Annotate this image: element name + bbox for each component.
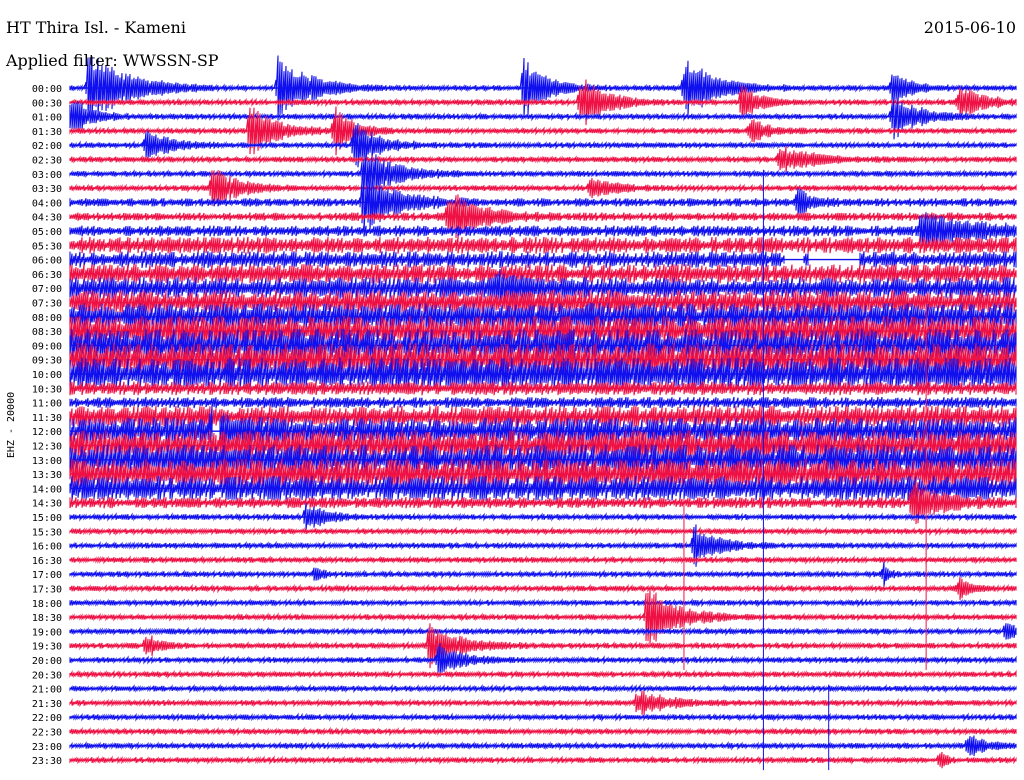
trace-row-1400 xyxy=(69,475,1017,502)
hour-tick-label: 15:00 xyxy=(32,513,62,524)
spike-layer xyxy=(683,169,927,771)
hour-tick-label: 14:30 xyxy=(32,499,62,510)
hour-label-layer: 00:00 00:30 01:00 01:30 02:00 02:30 03:00 03:30… xyxy=(32,84,62,767)
hour-tick-label: 09:00 xyxy=(32,341,62,352)
hour-tick-label: 19:30 xyxy=(32,642,62,653)
hour-tick-label: 10:30 xyxy=(32,384,62,395)
hour-tick-label: 03:00 xyxy=(32,170,62,181)
hour-tick-label: 04:00 xyxy=(32,198,62,209)
hour-tick-label: 17:30 xyxy=(32,585,62,596)
hour-tick-label: 09:30 xyxy=(32,356,62,367)
hour-tick-label: 14:00 xyxy=(32,484,62,495)
hour-tick-label: 08:00 xyxy=(32,313,62,324)
hour-tick-label: 22:00 xyxy=(32,713,62,724)
hour-tick-label: 10:00 xyxy=(32,370,62,381)
hour-tick-label: 22:30 xyxy=(32,728,62,739)
station-title: HT Thira Isl. - Kameni xyxy=(6,18,186,37)
hour-tick-label: 07:00 xyxy=(32,284,62,295)
hour-tick-label: 03:30 xyxy=(32,184,62,195)
hour-tick-label: 06:00 xyxy=(32,256,62,267)
hour-tick-label: 11:00 xyxy=(32,399,62,410)
trace-row-0630 xyxy=(69,264,1017,284)
trace-layer xyxy=(69,55,1017,769)
hour-tick-label: 23:00 xyxy=(32,742,62,753)
hour-tick-label: 01:00 xyxy=(32,113,62,124)
hour-tick-label: 05:30 xyxy=(32,241,62,252)
hour-tick-label: 23:30 xyxy=(32,756,62,767)
hour-tick-label: 12:00 xyxy=(32,427,62,438)
hour-tick-label: 02:00 xyxy=(32,141,62,152)
hour-tick-label: 06:30 xyxy=(32,270,62,281)
y-axis-label: EHZ - 20000 xyxy=(6,392,17,458)
hour-tick-label: 18:00 xyxy=(32,599,62,610)
date-label: 2015-06-10 xyxy=(924,18,1016,37)
filter-label: Applied filter: WWSSN-SP xyxy=(5,51,219,70)
hour-tick-label: 13:30 xyxy=(32,470,62,481)
hour-tick-label: 05:00 xyxy=(32,227,62,238)
hour-tick-label: 00:00 xyxy=(32,84,62,95)
hour-tick-label: 04:30 xyxy=(32,213,62,224)
hour-tick-label: 20:00 xyxy=(32,656,62,667)
hour-tick-label: 08:30 xyxy=(32,327,62,338)
trace-row-1330 xyxy=(69,458,1017,490)
hour-tick-label: 07:30 xyxy=(32,299,62,310)
hour-tick-label: 21:30 xyxy=(32,699,62,710)
hour-tick-label: 15:30 xyxy=(32,527,62,538)
trace-row-0130 xyxy=(69,106,1017,156)
hour-tick-label: 00:30 xyxy=(32,98,62,109)
hour-tick-label: 13:00 xyxy=(32,456,62,467)
hour-tick-label: 12:30 xyxy=(32,442,62,453)
hour-tick-label: 19:00 xyxy=(32,627,62,638)
hour-tick-label: 16:30 xyxy=(32,556,62,567)
hour-tick-label: 20:30 xyxy=(32,670,62,681)
trace-row-0530 xyxy=(69,236,1017,254)
hour-tick-label: 16:00 xyxy=(32,542,62,553)
hour-tick-label: 21:00 xyxy=(32,685,62,696)
trace-row-1030 xyxy=(69,381,1017,396)
hour-tick-label: 02:30 xyxy=(32,156,62,167)
hour-tick-label: 17:00 xyxy=(32,570,62,581)
hour-tick-label: 01:30 xyxy=(32,127,62,138)
hour-tick-label: 11:30 xyxy=(32,413,62,424)
hour-tick-label: 18:30 xyxy=(32,613,62,624)
